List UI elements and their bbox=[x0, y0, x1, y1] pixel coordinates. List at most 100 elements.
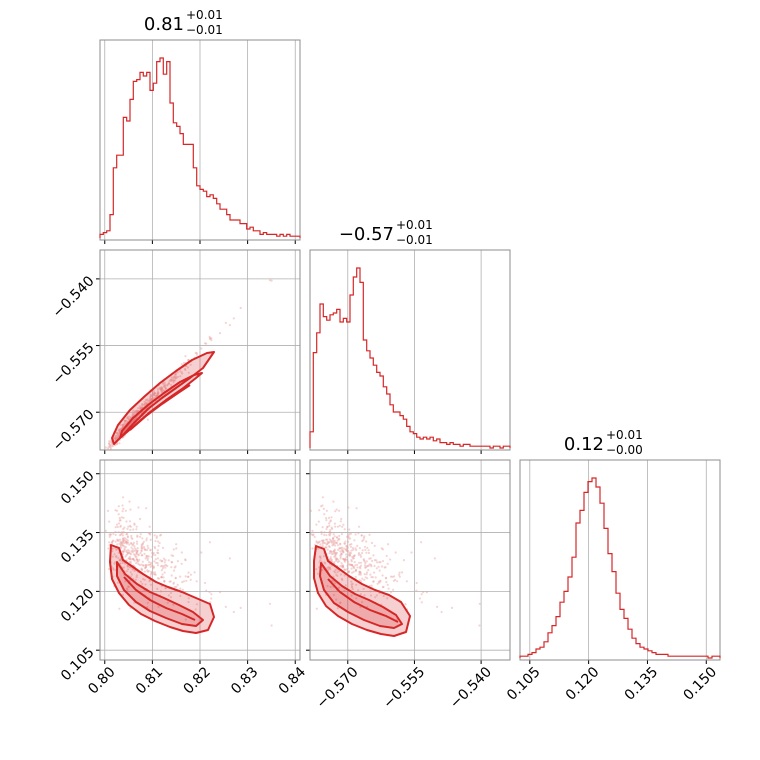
sample-point bbox=[135, 558, 138, 561]
sample-point bbox=[311, 529, 314, 533]
sample-point bbox=[380, 547, 383, 550]
sample-point bbox=[148, 579, 151, 582]
sample-point bbox=[126, 551, 129, 554]
sample-point bbox=[326, 584, 329, 588]
sample-point bbox=[144, 563, 147, 567]
sample-point bbox=[344, 560, 347, 563]
sample-point bbox=[327, 545, 330, 548]
sample-point bbox=[150, 570, 153, 573]
sample-point bbox=[114, 561, 117, 564]
sample-point bbox=[372, 580, 375, 583]
sample-point bbox=[341, 566, 344, 569]
sample-point bbox=[150, 394, 153, 397]
sample-point bbox=[129, 553, 133, 556]
panel-frame bbox=[99, 39, 301, 241]
sample-point bbox=[362, 587, 365, 591]
sample-point bbox=[136, 551, 139, 554]
sample-point bbox=[337, 586, 341, 589]
sample-point bbox=[137, 553, 140, 556]
sample-point bbox=[161, 573, 164, 576]
sample-point bbox=[325, 538, 328, 541]
sample-point bbox=[322, 539, 325, 542]
sample-point bbox=[389, 558, 392, 561]
sample-point bbox=[378, 561, 381, 564]
sample-point bbox=[119, 543, 122, 546]
sample-point bbox=[329, 557, 333, 560]
sample-point bbox=[334, 555, 337, 558]
sample-point bbox=[353, 539, 356, 542]
sample-point bbox=[184, 367, 187, 370]
sample-point bbox=[163, 384, 166, 387]
sample-point bbox=[141, 554, 144, 557]
sample-point bbox=[140, 546, 143, 549]
sample-point bbox=[422, 591, 425, 594]
sample-point bbox=[270, 279, 273, 282]
sample-point bbox=[174, 372, 177, 375]
sample-point bbox=[144, 548, 147, 551]
sample-point bbox=[351, 582, 354, 586]
sample-point bbox=[478, 624, 481, 627]
sample-point bbox=[149, 565, 152, 569]
x-tick-label: 0.83 bbox=[228, 664, 261, 697]
sample-point bbox=[119, 544, 122, 548]
sample-point bbox=[334, 544, 337, 547]
sample-point bbox=[166, 564, 169, 568]
sample-point bbox=[118, 559, 121, 562]
sample-point bbox=[328, 522, 331, 525]
sample-point bbox=[169, 378, 172, 381]
sample-point bbox=[160, 576, 163, 579]
x-tick-label: 0.105 bbox=[504, 664, 544, 704]
sample-point bbox=[200, 347, 203, 350]
sample-point bbox=[133, 522, 136, 525]
sample-point bbox=[172, 376, 175, 379]
sample-point bbox=[341, 557, 345, 561]
sample-point bbox=[160, 386, 163, 389]
sample-point bbox=[336, 607, 339, 610]
sample-point bbox=[179, 575, 182, 578]
sample-point bbox=[339, 520, 342, 523]
param-title-minus: −0.01 bbox=[186, 23, 223, 37]
y-tick-label: 0.135 bbox=[58, 527, 98, 567]
sample-point bbox=[420, 593, 423, 596]
sample-point bbox=[345, 549, 348, 553]
sample-point bbox=[153, 392, 156, 395]
sample-point bbox=[320, 530, 323, 533]
sample-point bbox=[349, 563, 352, 566]
sample-point bbox=[116, 433, 119, 436]
sample-point bbox=[326, 548, 329, 551]
sample-point bbox=[339, 565, 342, 568]
sample-point bbox=[143, 567, 147, 570]
sample-point bbox=[184, 368, 187, 371]
sample-point bbox=[325, 517, 328, 520]
sample-point bbox=[146, 557, 149, 560]
sample-point bbox=[187, 575, 190, 578]
sample-point bbox=[152, 390, 155, 393]
histogram-hist2 bbox=[309, 267, 511, 449]
sample-point bbox=[340, 517, 343, 521]
sample-point bbox=[347, 570, 350, 574]
sample-point bbox=[126, 564, 129, 567]
sample-point bbox=[325, 509, 328, 512]
sample-point bbox=[338, 524, 341, 527]
sample-point bbox=[140, 543, 143, 546]
sample-point bbox=[139, 533, 142, 536]
sample-point bbox=[369, 590, 372, 593]
sample-point bbox=[114, 530, 117, 533]
sample-point bbox=[320, 532, 323, 536]
sample-point bbox=[118, 442, 121, 445]
sample-point bbox=[170, 561, 173, 564]
sample-point bbox=[352, 548, 355, 551]
sample-point bbox=[127, 548, 130, 552]
sample-point bbox=[123, 548, 126, 551]
sample-point bbox=[113, 562, 116, 565]
sample-point bbox=[415, 581, 418, 585]
sample-point bbox=[374, 596, 377, 599]
sample-point bbox=[333, 551, 336, 554]
sample-point bbox=[159, 590, 162, 593]
sample-point bbox=[327, 541, 330, 544]
sample-point bbox=[150, 397, 153, 401]
sample-point bbox=[150, 571, 154, 574]
sample-point bbox=[153, 392, 156, 395]
sample-point bbox=[336, 539, 339, 542]
sample-point bbox=[150, 399, 153, 402]
